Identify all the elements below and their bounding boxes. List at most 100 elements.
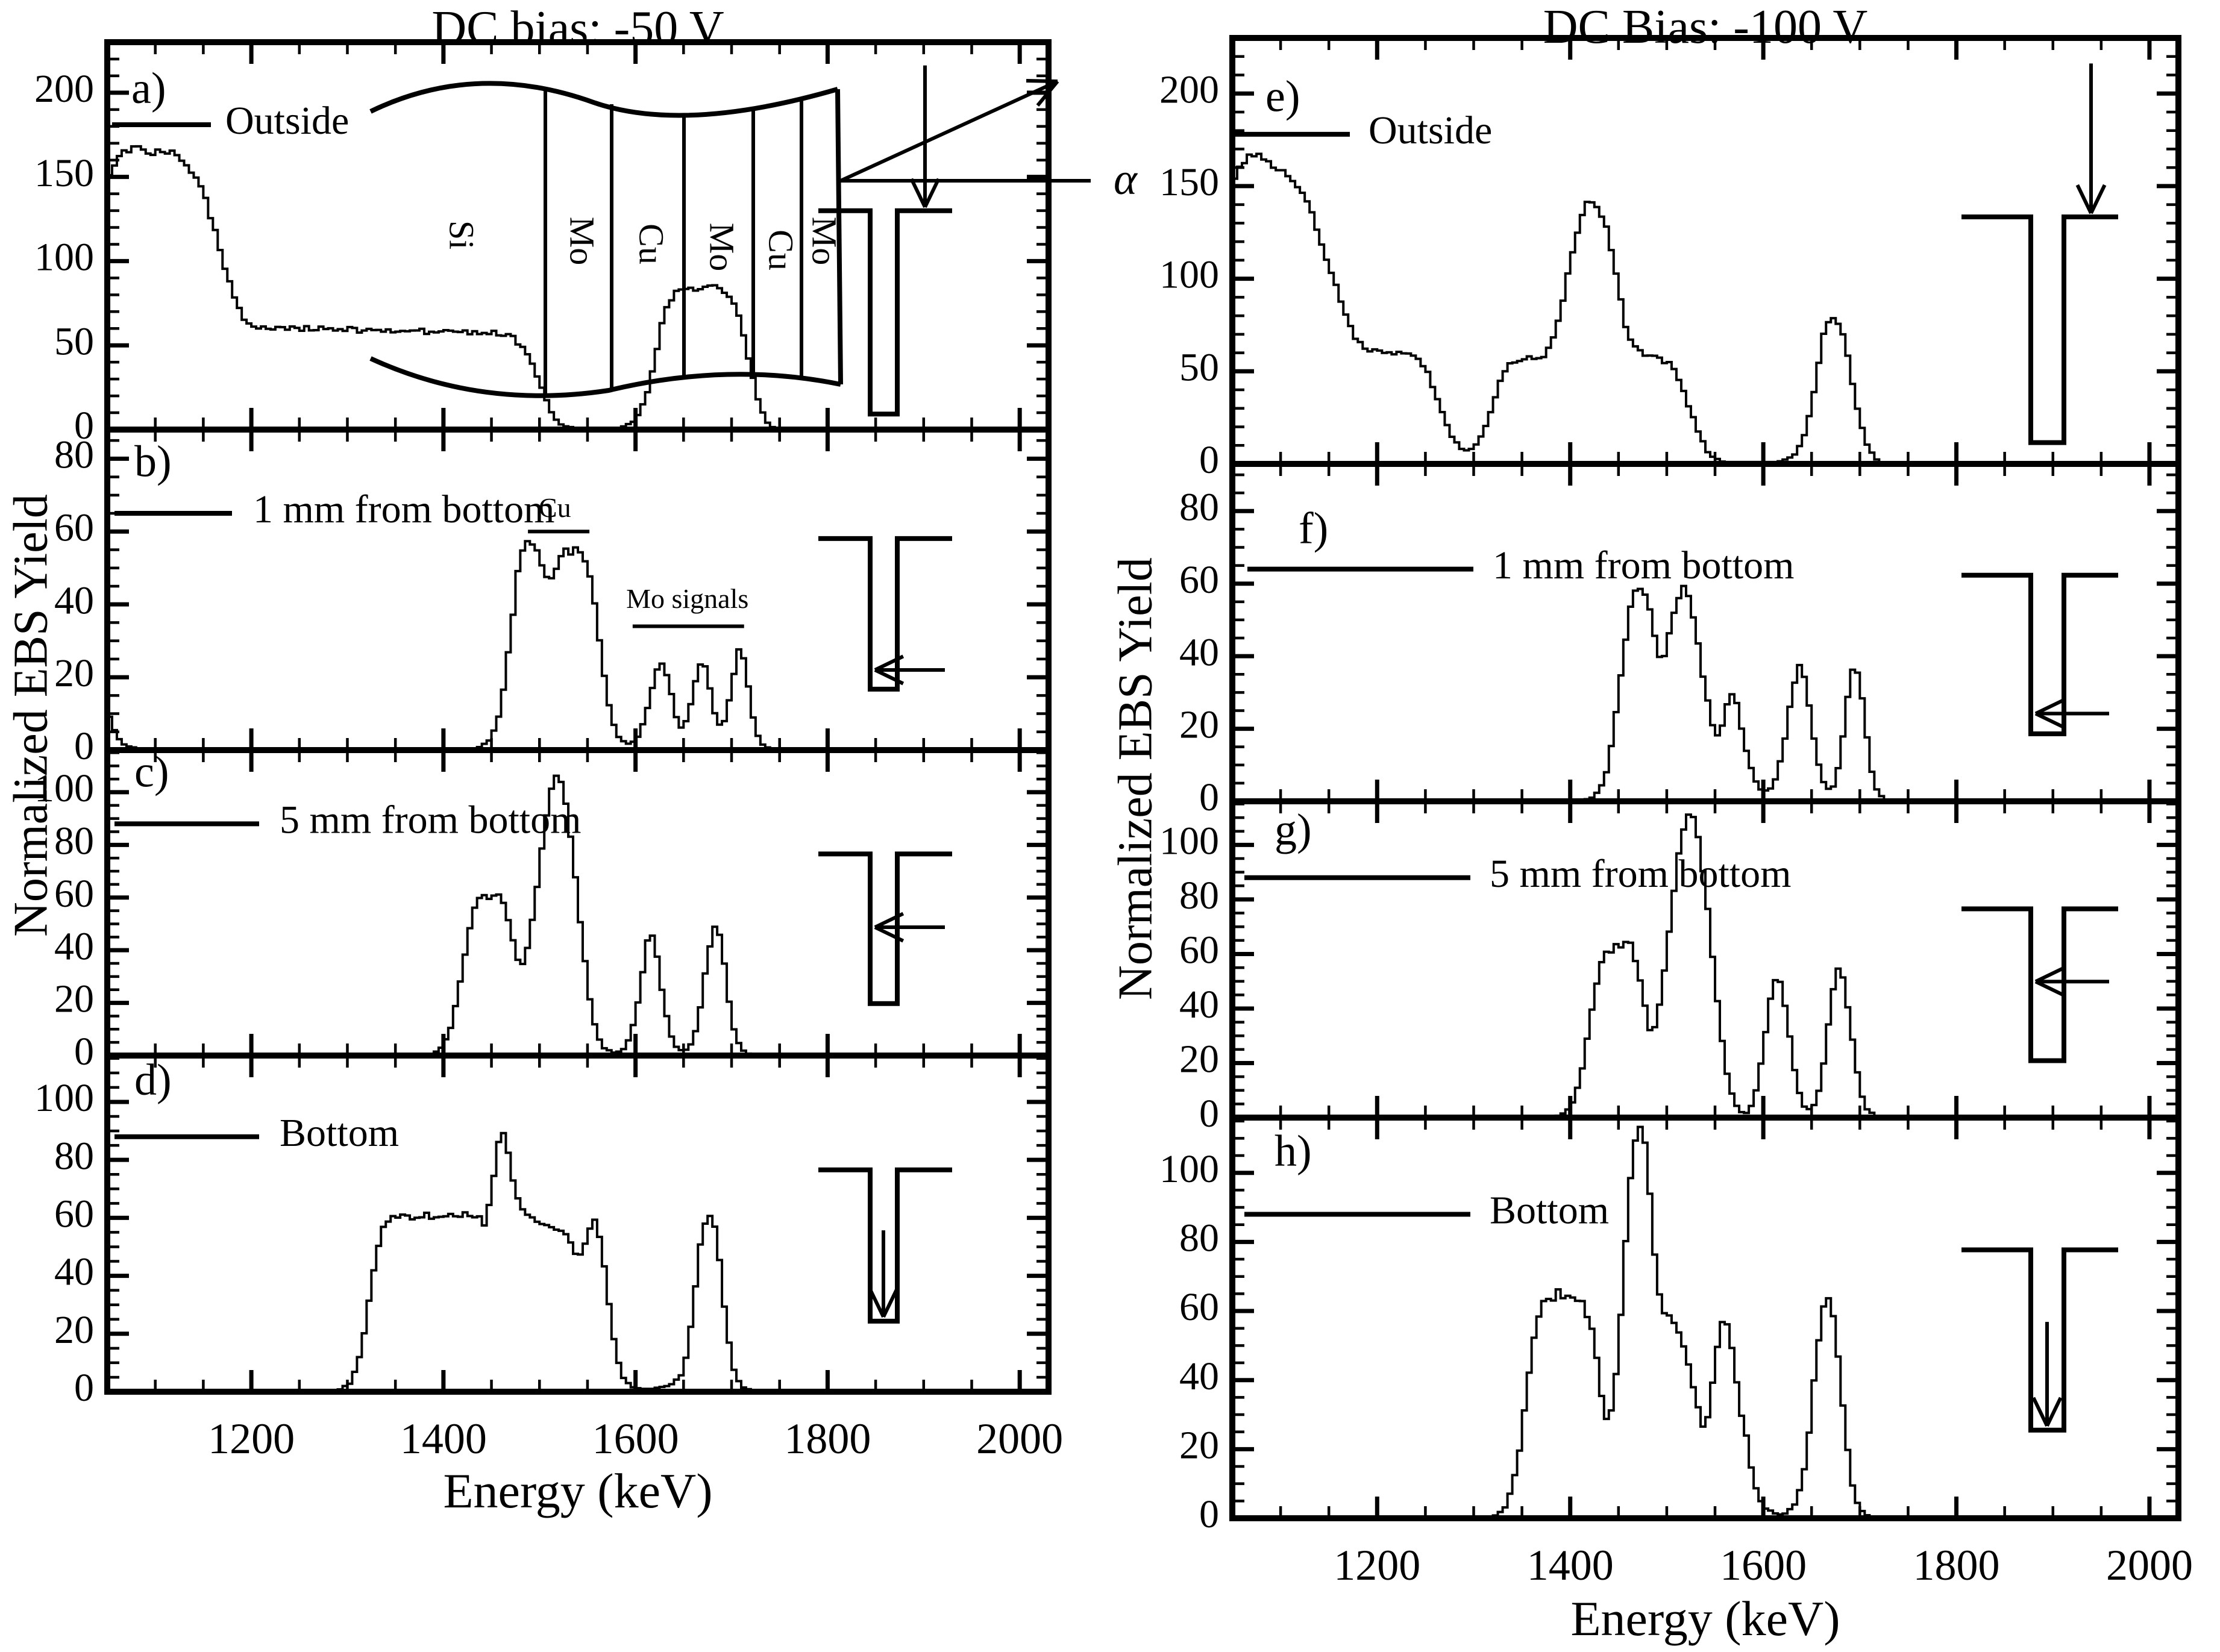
y-tick-label: 40	[1179, 1354, 1219, 1398]
y-tick-label: 20	[54, 651, 94, 695]
legend-label: 1 mm from bottom	[1493, 543, 1794, 587]
arrowhead	[874, 925, 905, 943]
y-tick-label: 80	[1179, 874, 1219, 918]
y-tick-label: 0	[74, 1366, 94, 1410]
y-tick-label: 60	[1179, 1285, 1219, 1329]
trench-outline	[818, 1167, 952, 1324]
panel-frame	[1229, 461, 2181, 804]
x-tick-label: 2000	[976, 1415, 1063, 1463]
layer-label-mo: Mo	[805, 217, 844, 266]
trench-inset	[1961, 906, 2118, 1063]
arrowhead	[874, 668, 905, 686]
y-tick-label: 60	[1179, 558, 1219, 602]
trench-outline	[818, 536, 952, 692]
x-tick-label: 1400	[400, 1415, 487, 1463]
left-x-axis-label: Energy (keV)	[443, 1463, 713, 1518]
panel-frame	[1229, 1115, 2181, 1521]
y-tick-label: 100	[34, 1076, 94, 1120]
y-tick-label: 20	[1179, 703, 1219, 747]
legend-label: Outside	[225, 99, 349, 143]
y-tick-label: 20	[54, 1308, 94, 1352]
arrowhead	[923, 178, 941, 208]
spectrum-curve	[109, 1131, 1047, 1391]
x-tick-label: 1600	[1720, 1541, 1807, 1589]
trench-outline	[1961, 214, 2118, 445]
panel-h: 0 20 40 60 80 100 1200 1400 1600 1800 2000 h) Bottom	[1159, 1115, 2193, 1589]
x-tick-label: 1400	[1527, 1541, 1614, 1589]
left-column-title: DC bias: -50 V	[431, 2, 724, 55]
panel-frame	[1229, 798, 2181, 1121]
panel-letter: g)	[1275, 805, 1312, 854]
arrowhead	[2031, 1397, 2049, 1427]
spectrum-curve	[1234, 584, 2177, 800]
panel-c: 0 20 40 60 80 100 c) 5 mm from bottom	[34, 747, 1052, 1074]
y-tick-label: 150	[34, 151, 94, 195]
x-tick-label: 1200	[1334, 1541, 1420, 1589]
legend-label: 5 mm from bottom	[1490, 852, 1791, 896]
trench-inset	[818, 536, 952, 692]
layer-label-cu: Cu	[762, 230, 801, 271]
trench-inset	[1961, 1247, 2118, 1433]
panel-letter: f)	[1299, 504, 1328, 553]
spectrum-curve	[109, 540, 1047, 749]
layer-label-mo: Mo	[703, 223, 742, 272]
panel-d: 0 20 40 60 80 100 1200 1400 1600 1800 2000 d) Bottom	[34, 1053, 1063, 1463]
legend-label: Bottom	[280, 1111, 399, 1155]
y-tick-label: 100	[1159, 1147, 1219, 1191]
y-tick-label: 80	[54, 433, 94, 477]
spectrum-curve	[1234, 152, 2177, 463]
y-tick-label: 0	[74, 1030, 94, 1074]
arrowhead	[2034, 712, 2065, 729]
layer-label-cu: Cu	[632, 224, 671, 264]
panel-letter: a)	[131, 64, 166, 113]
trench-inset	[1961, 63, 2118, 445]
y-tick-label: 100	[34, 766, 94, 810]
x-tick-label: 1800	[1913, 1541, 2000, 1589]
spectrum-curve	[1234, 1125, 2177, 1517]
y-tick-label: 100	[1159, 819, 1219, 863]
panel-g: 0 20 40 60 80 100 g) 5 mm from bottom	[1159, 798, 2181, 1136]
spectrum-curve	[1234, 813, 2177, 1116]
arrowhead	[2034, 698, 2065, 716]
spectrum-curve	[109, 145, 1047, 428]
y-tick-label: 60	[54, 872, 94, 916]
y-tick-label: 0	[74, 724, 94, 768]
trench-inset	[818, 65, 952, 417]
y-tick-label: 0	[1199, 1092, 1219, 1136]
panel-letter: b)	[134, 437, 172, 486]
y-tick-label: 100	[1159, 253, 1219, 297]
arrowhead	[2034, 980, 2065, 997]
alpha-beam-arrow	[839, 80, 1059, 183]
layer-label-si: Si	[442, 221, 481, 249]
y-tick-label: 80	[54, 1134, 94, 1178]
alpha-label: α	[1114, 155, 1138, 204]
arrowhead	[909, 178, 927, 208]
sample-layer-diagram: Si Mo Cu Mo Cu Moα	[369, 78, 1138, 398]
y-tick-label: 40	[54, 924, 94, 968]
y-tick-label: 50	[1179, 345, 1219, 389]
legend-label: 5 mm from bottom	[280, 798, 581, 842]
arrowhead	[882, 1287, 899, 1318]
arrowhead	[2075, 184, 2093, 214]
panel-e: 0 50 100 150 200 e) Outside	[1159, 35, 2181, 482]
y-tick-label: 200	[34, 67, 94, 111]
y-tick-label: 80	[1179, 1216, 1219, 1260]
spectrum-curve	[109, 774, 1047, 1054]
panel-letter: d)	[134, 1056, 172, 1105]
y-tick-label: 100	[34, 236, 94, 280]
y-tick-label: 0	[1199, 1492, 1219, 1536]
y-tick-label: 50	[54, 319, 94, 363]
y-tick-label: 40	[54, 1250, 94, 1294]
x-tick-label: 2000	[2106, 1541, 2193, 1589]
peak-annotation: Cu	[539, 492, 571, 523]
arrowhead	[874, 912, 905, 929]
peak-annotation: Mo signals	[626, 583, 748, 614]
trench-outline	[1961, 906, 2118, 1063]
right-column-title: DC Bias: -100 V	[1543, 1, 1868, 54]
y-tick-label: 80	[54, 819, 94, 863]
y-tick-label: 20	[1179, 1423, 1219, 1467]
panel-frame	[104, 427, 1052, 753]
y-tick-label: 0	[1199, 438, 1219, 482]
